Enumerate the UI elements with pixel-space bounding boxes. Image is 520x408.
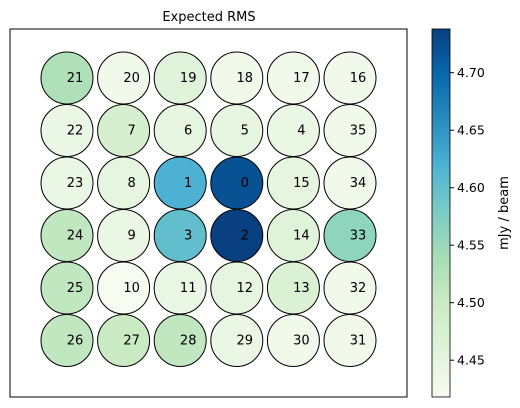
beam-label: 12 [237, 281, 254, 296]
beam-9 [98, 210, 150, 262]
chart-title: Expected RMS [162, 10, 255, 25]
beam-label: 19 [180, 71, 197, 86]
beam-6 [154, 105, 206, 157]
beam-label: 32 [350, 281, 367, 296]
beam-label: 3 [184, 229, 192, 244]
beam-2 [211, 210, 263, 262]
beam-label: 14 [293, 229, 310, 244]
beam-label: 35 [350, 124, 367, 139]
beam-label: 2 [241, 229, 249, 244]
beam-label: 20 [123, 71, 140, 86]
beam-label: 25 [67, 281, 84, 296]
beam-label: 13 [293, 281, 310, 296]
colorbar-ticks: 4.45 4.50 4.55 4.60 4.65 4.70 [450, 65, 485, 368]
beam-label: 24 [67, 229, 84, 244]
beam-label: 11 [180, 281, 197, 296]
beam-label: 23 [67, 176, 84, 191]
beam-0 [211, 157, 263, 209]
beam-label: 15 [293, 176, 310, 191]
beam-label: 34 [350, 176, 367, 191]
beam-label: 27 [123, 334, 140, 349]
beam-label: 4 [297, 124, 305, 139]
colorbar-tick-label: 4.70 [457, 65, 485, 80]
beam-label: 33 [350, 229, 367, 244]
beam-label: 9 [127, 229, 135, 244]
beam-label: 8 [127, 176, 135, 191]
colorbar-tick-label: 4.60 [457, 180, 485, 195]
beam-label: 21 [67, 71, 84, 86]
colorbar-tick-label: 4.50 [457, 295, 485, 310]
beam-label: 5 [241, 124, 249, 139]
beam-label: 29 [237, 334, 254, 349]
colorbar-tick-label: 4.55 [457, 238, 485, 253]
beam-label: 18 [237, 71, 254, 86]
colorbar-tick-label: 4.65 [457, 123, 485, 138]
colorbar-tick-label: 4.45 [457, 353, 485, 368]
beam-label: 17 [293, 71, 310, 86]
beam-label: 1 [184, 176, 192, 191]
beam-4 [267, 105, 319, 157]
beam-label: 30 [293, 334, 310, 349]
beam-label: 26 [67, 334, 84, 349]
beam-8 [98, 157, 150, 209]
beam-label: 0 [241, 176, 249, 191]
beam-1 [154, 157, 206, 209]
beam-5 [211, 105, 263, 157]
beam-label: 10 [123, 281, 140, 296]
beam-label: 6 [184, 124, 192, 139]
beam-label: 16 [350, 71, 367, 86]
beam-7 [98, 105, 150, 157]
beam-3 [154, 210, 206, 262]
colorbar [432, 29, 450, 397]
beam-label: 22 [67, 124, 84, 139]
beam-label: 7 [127, 124, 135, 139]
beam-label: 31 [350, 334, 367, 349]
colorbar-label: mJy / beam [497, 176, 512, 250]
beam-label: 28 [180, 334, 197, 349]
